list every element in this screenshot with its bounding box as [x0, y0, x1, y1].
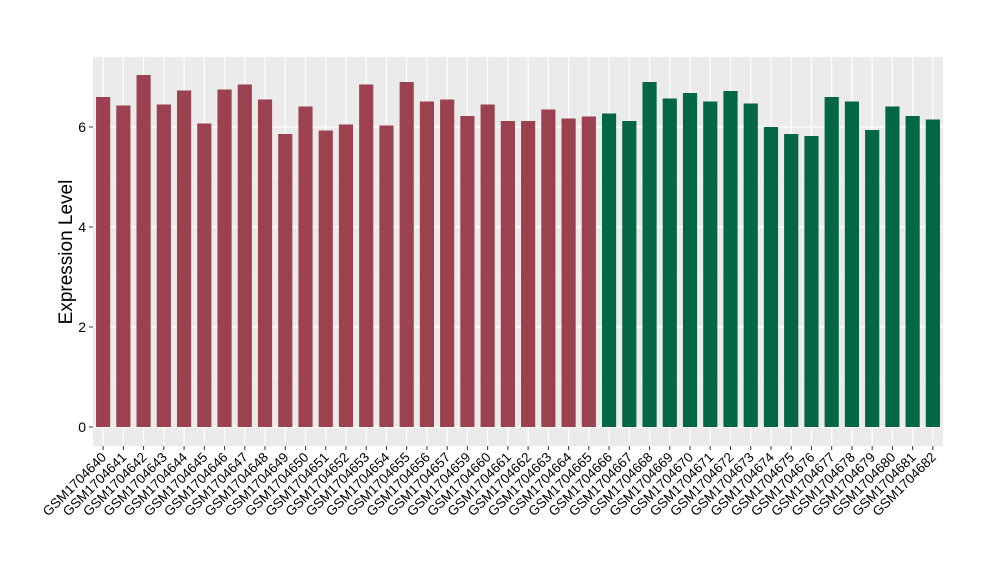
bar-GSM1704643 — [156, 104, 171, 427]
bar-GSM1704664 — [561, 118, 576, 427]
bars — [96, 75, 940, 427]
bar-GSM1704671 — [703, 101, 718, 427]
bar-GSM1704644 — [176, 90, 192, 427]
bar-GSM1704660 — [480, 104, 495, 427]
bar-GSM1704677 — [824, 97, 839, 427]
bar-GSM1704642 — [136, 75, 151, 427]
bar-GSM1704670 — [682, 93, 698, 427]
y-axis-label: Expression Level — [56, 180, 77, 325]
bar-GSM1704681 — [905, 116, 920, 427]
y-tick-label: 6 — [78, 119, 86, 135]
bar-GSM1704657 — [440, 99, 455, 427]
y-axis: 0 2 4 6 — [78, 119, 93, 435]
y-tick-label: 4 — [78, 219, 86, 235]
bar-GSM1704666 — [601, 113, 617, 427]
bar-GSM1704672 — [723, 91, 738, 427]
bar-GSM1704663 — [541, 109, 556, 427]
bar-GSM1704653 — [359, 84, 374, 427]
bar-GSM1704651 — [318, 130, 333, 427]
bar-GSM1704680 — [885, 106, 900, 427]
bar-GSM1704648 — [257, 99, 273, 427]
bar-GSM1704676 — [804, 136, 819, 427]
plot-panel — [93, 57, 943, 446]
bar-GSM1704655 — [399, 82, 414, 427]
bar-GSM1704678 — [844, 101, 860, 427]
bar-GSM1704668 — [642, 82, 657, 427]
bar-GSM1704641 — [116, 105, 131, 427]
bar-GSM1704669 — [662, 98, 677, 427]
bar-GSM1704647 — [237, 84, 252, 427]
bar-GSM1704665 — [581, 116, 596, 427]
bar-GSM1704640 — [96, 97, 111, 427]
bar-GSM1704645 — [197, 123, 212, 427]
bar-GSM1704649 — [278, 134, 293, 427]
bar-GSM1704656 — [419, 101, 435, 427]
bar-GSM1704673 — [743, 103, 758, 427]
bar-GSM1704654 — [379, 125, 394, 427]
x-axis: GSM1704640GSM1704641GSM1704642GSM1704643… — [40, 446, 939, 519]
bar-GSM1704646 — [217, 89, 232, 427]
bar-GSM1704679 — [865, 130, 880, 427]
bar-GSM1704659 — [460, 116, 475, 427]
bar-GSM1704675 — [784, 134, 799, 427]
bar-GSM1704650 — [298, 106, 313, 427]
bar-GSM1704661 — [500, 121, 515, 427]
bar-GSM1704652 — [338, 124, 354, 427]
y-tick-label: 2 — [78, 319, 86, 335]
y-tick-label: 0 — [78, 419, 86, 435]
bar-GSM1704667 — [622, 121, 637, 427]
bar-GSM1704662 — [521, 121, 536, 427]
bar-GSM1704682 — [925, 119, 940, 427]
bar-GSM1704674 — [763, 127, 779, 427]
